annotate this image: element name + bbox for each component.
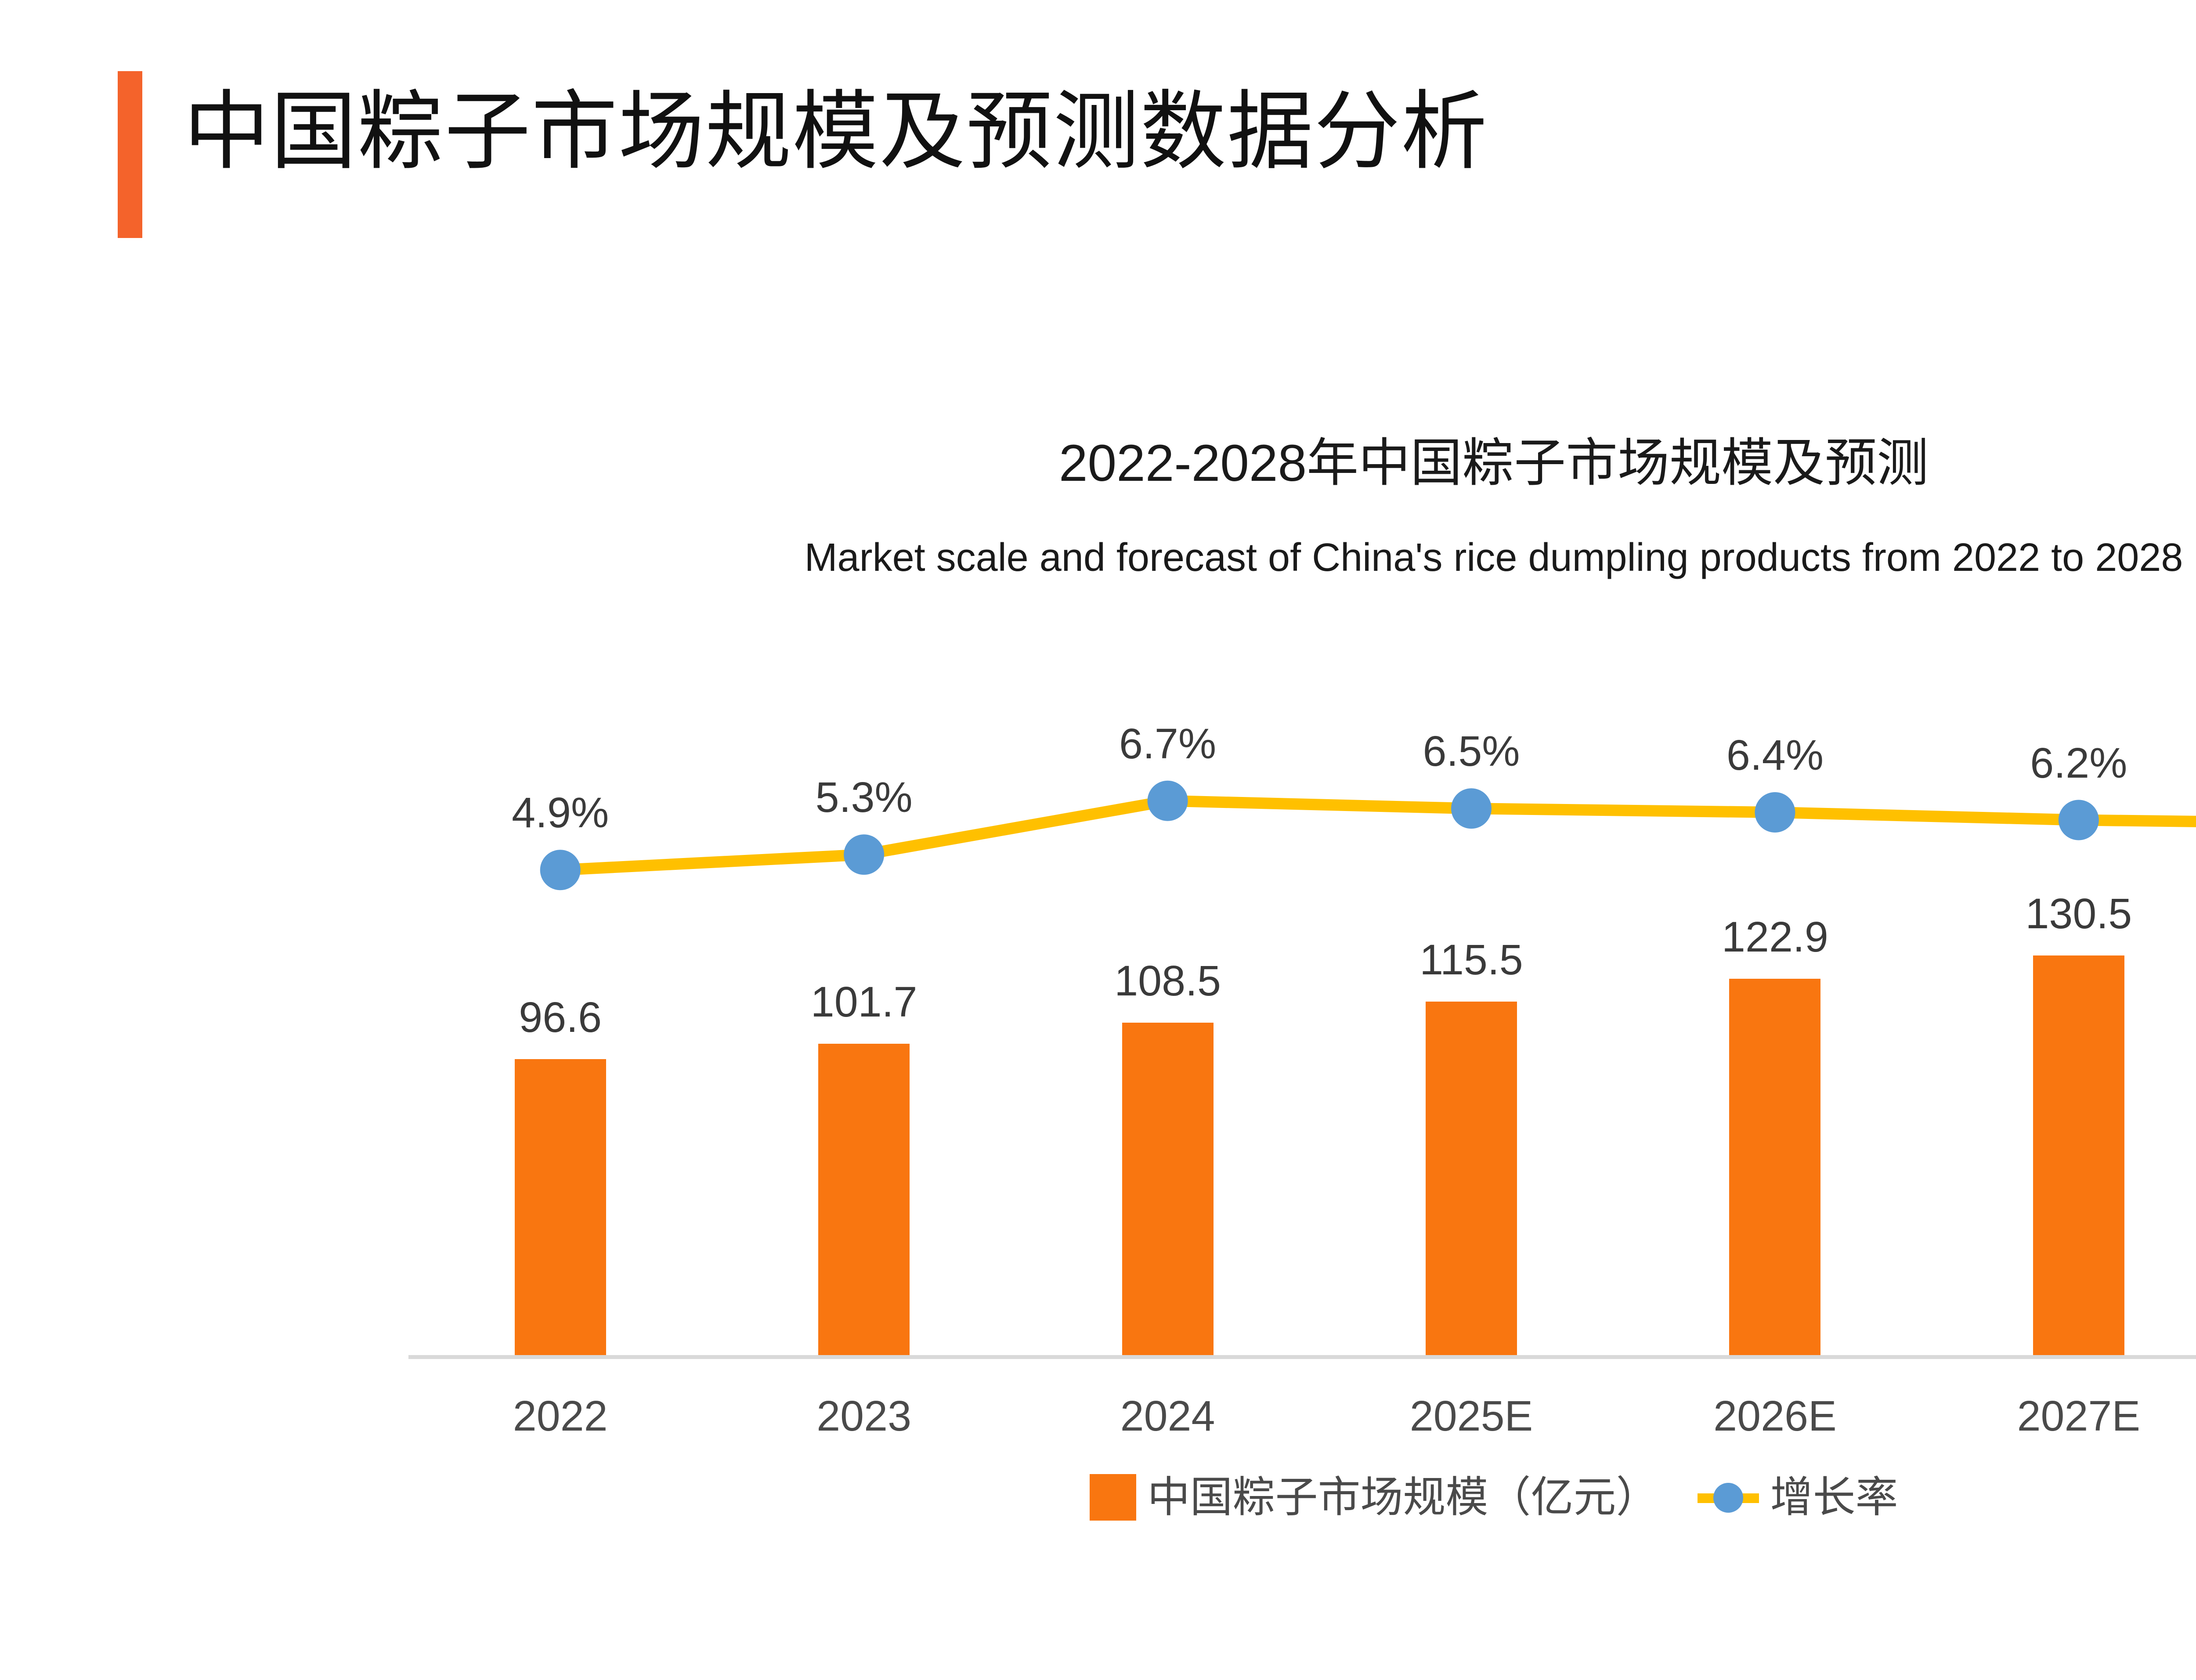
x-axis-tick-label: 2026E xyxy=(1713,1392,1837,1440)
bar-value-label: 122.9 xyxy=(1722,912,1828,961)
legend-item-market-scale[interactable]: 中国粽子市场规模（亿元） xyxy=(1089,1473,1659,1521)
legend-bar-swatch-icon xyxy=(1089,1474,1136,1521)
legend-line-swatch-icon xyxy=(1697,1474,1759,1521)
bar-value-label: 96.6 xyxy=(519,993,602,1042)
legend-line-marker-dot xyxy=(1713,1483,1743,1513)
x-axis-line xyxy=(408,1355,2196,1359)
chart-subtitle: Market scale and forecast of China's ric… xyxy=(804,536,2183,580)
bar-market-scale[interactable] xyxy=(514,1059,606,1355)
bar-value-label: 108.5 xyxy=(1114,957,1221,1005)
bar-market-scale[interactable] xyxy=(1729,978,1821,1355)
bar-market-scale[interactable] xyxy=(1122,1023,1214,1355)
x-axis-tick-label: 2024 xyxy=(1120,1392,1215,1440)
growth-rate-point[interactable] xyxy=(540,850,581,890)
growth-rate-value-label: 5.3% xyxy=(815,773,913,822)
chart-legend: 中国粽子市场规模（亿元） 增长率 xyxy=(0,1462,2196,1532)
growth-rate-value-label: 6.2% xyxy=(2030,739,2127,787)
growth-rate-value-label: 6.4% xyxy=(1726,731,1824,779)
bar-value-label: 130.5 xyxy=(2025,889,2132,937)
legend-label-market-scale: 中国粽子市场规模（亿元） xyxy=(1147,1473,1659,1521)
chart-title: 2022-2028年中国粽子市场规模及预测 xyxy=(1058,434,1929,492)
x-axis-tick-label: 2027E xyxy=(2017,1392,2141,1440)
x-axis-tick-label: 2022 xyxy=(513,1392,608,1440)
bar-market-scale[interactable] xyxy=(2033,955,2124,1355)
growth-rate-point[interactable] xyxy=(1451,788,1492,829)
growth-rate-point[interactable] xyxy=(1755,792,1795,833)
growth-rate-value-label: 6.5% xyxy=(1423,727,1520,775)
growth-rate-value-label: 4.9% xyxy=(512,789,609,837)
legend-label-growth-rate: 增长率 xyxy=(1770,1473,1898,1521)
growth-rate-value-label: 6.7% xyxy=(1119,719,1217,768)
x-axis-tick-label: 2023 xyxy=(816,1392,912,1440)
bar-value-label: 115.5 xyxy=(1419,935,1523,984)
page-header: 中国粽子市场规模及预测数据分析 艾 艾媒咨询 iiMedia Research xyxy=(0,0,2196,272)
bar-market-scale[interactable] xyxy=(1426,1001,1517,1355)
legend-item-growth-rate[interactable]: 增长率 xyxy=(1697,1473,1898,1521)
bar-market-scale[interactable] xyxy=(818,1043,910,1355)
growth-rate-point[interactable] xyxy=(2058,800,2099,840)
growth-rate-point[interactable] xyxy=(1147,780,1188,821)
x-axis-tick-label: 2025E xyxy=(1409,1392,1533,1440)
bar-value-label: 101.7 xyxy=(810,977,917,1026)
growth-rate-point[interactable] xyxy=(844,834,885,875)
page-title: 中国粽子市场规模及预测数据分析 xyxy=(184,83,1488,180)
title-accent-bar xyxy=(118,71,142,238)
